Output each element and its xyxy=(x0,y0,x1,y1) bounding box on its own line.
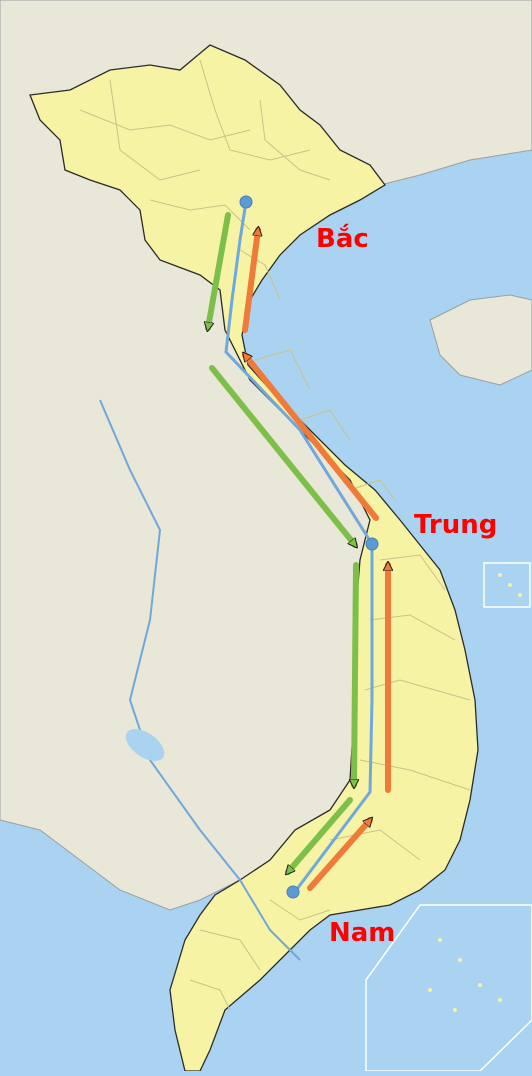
south-arrow-1 xyxy=(208,212,231,328)
label-central: Trung xyxy=(414,510,498,540)
label-south: Nam xyxy=(329,918,396,948)
north-city-dot xyxy=(239,195,253,209)
label-north: Bắc xyxy=(316,224,369,254)
southbound-arrows xyxy=(208,212,356,872)
route-line xyxy=(224,201,374,894)
north-arrow-1 xyxy=(242,230,258,333)
hainan-island xyxy=(429,294,532,386)
central-city-dot xyxy=(365,537,379,551)
north-arrow-4 xyxy=(307,820,370,891)
south-arrow-2 xyxy=(209,365,355,545)
tonle-sap-lake xyxy=(125,729,165,761)
north-arrow-2 xyxy=(245,355,379,521)
paracel-inset xyxy=(483,562,531,608)
northbound-arrows xyxy=(242,230,388,891)
south-arrow-3 xyxy=(354,562,356,785)
island-dots xyxy=(428,573,522,1012)
south-arrow-4 xyxy=(288,797,353,872)
south-city-dot xyxy=(286,885,300,899)
province-borders xyxy=(79,59,471,1011)
